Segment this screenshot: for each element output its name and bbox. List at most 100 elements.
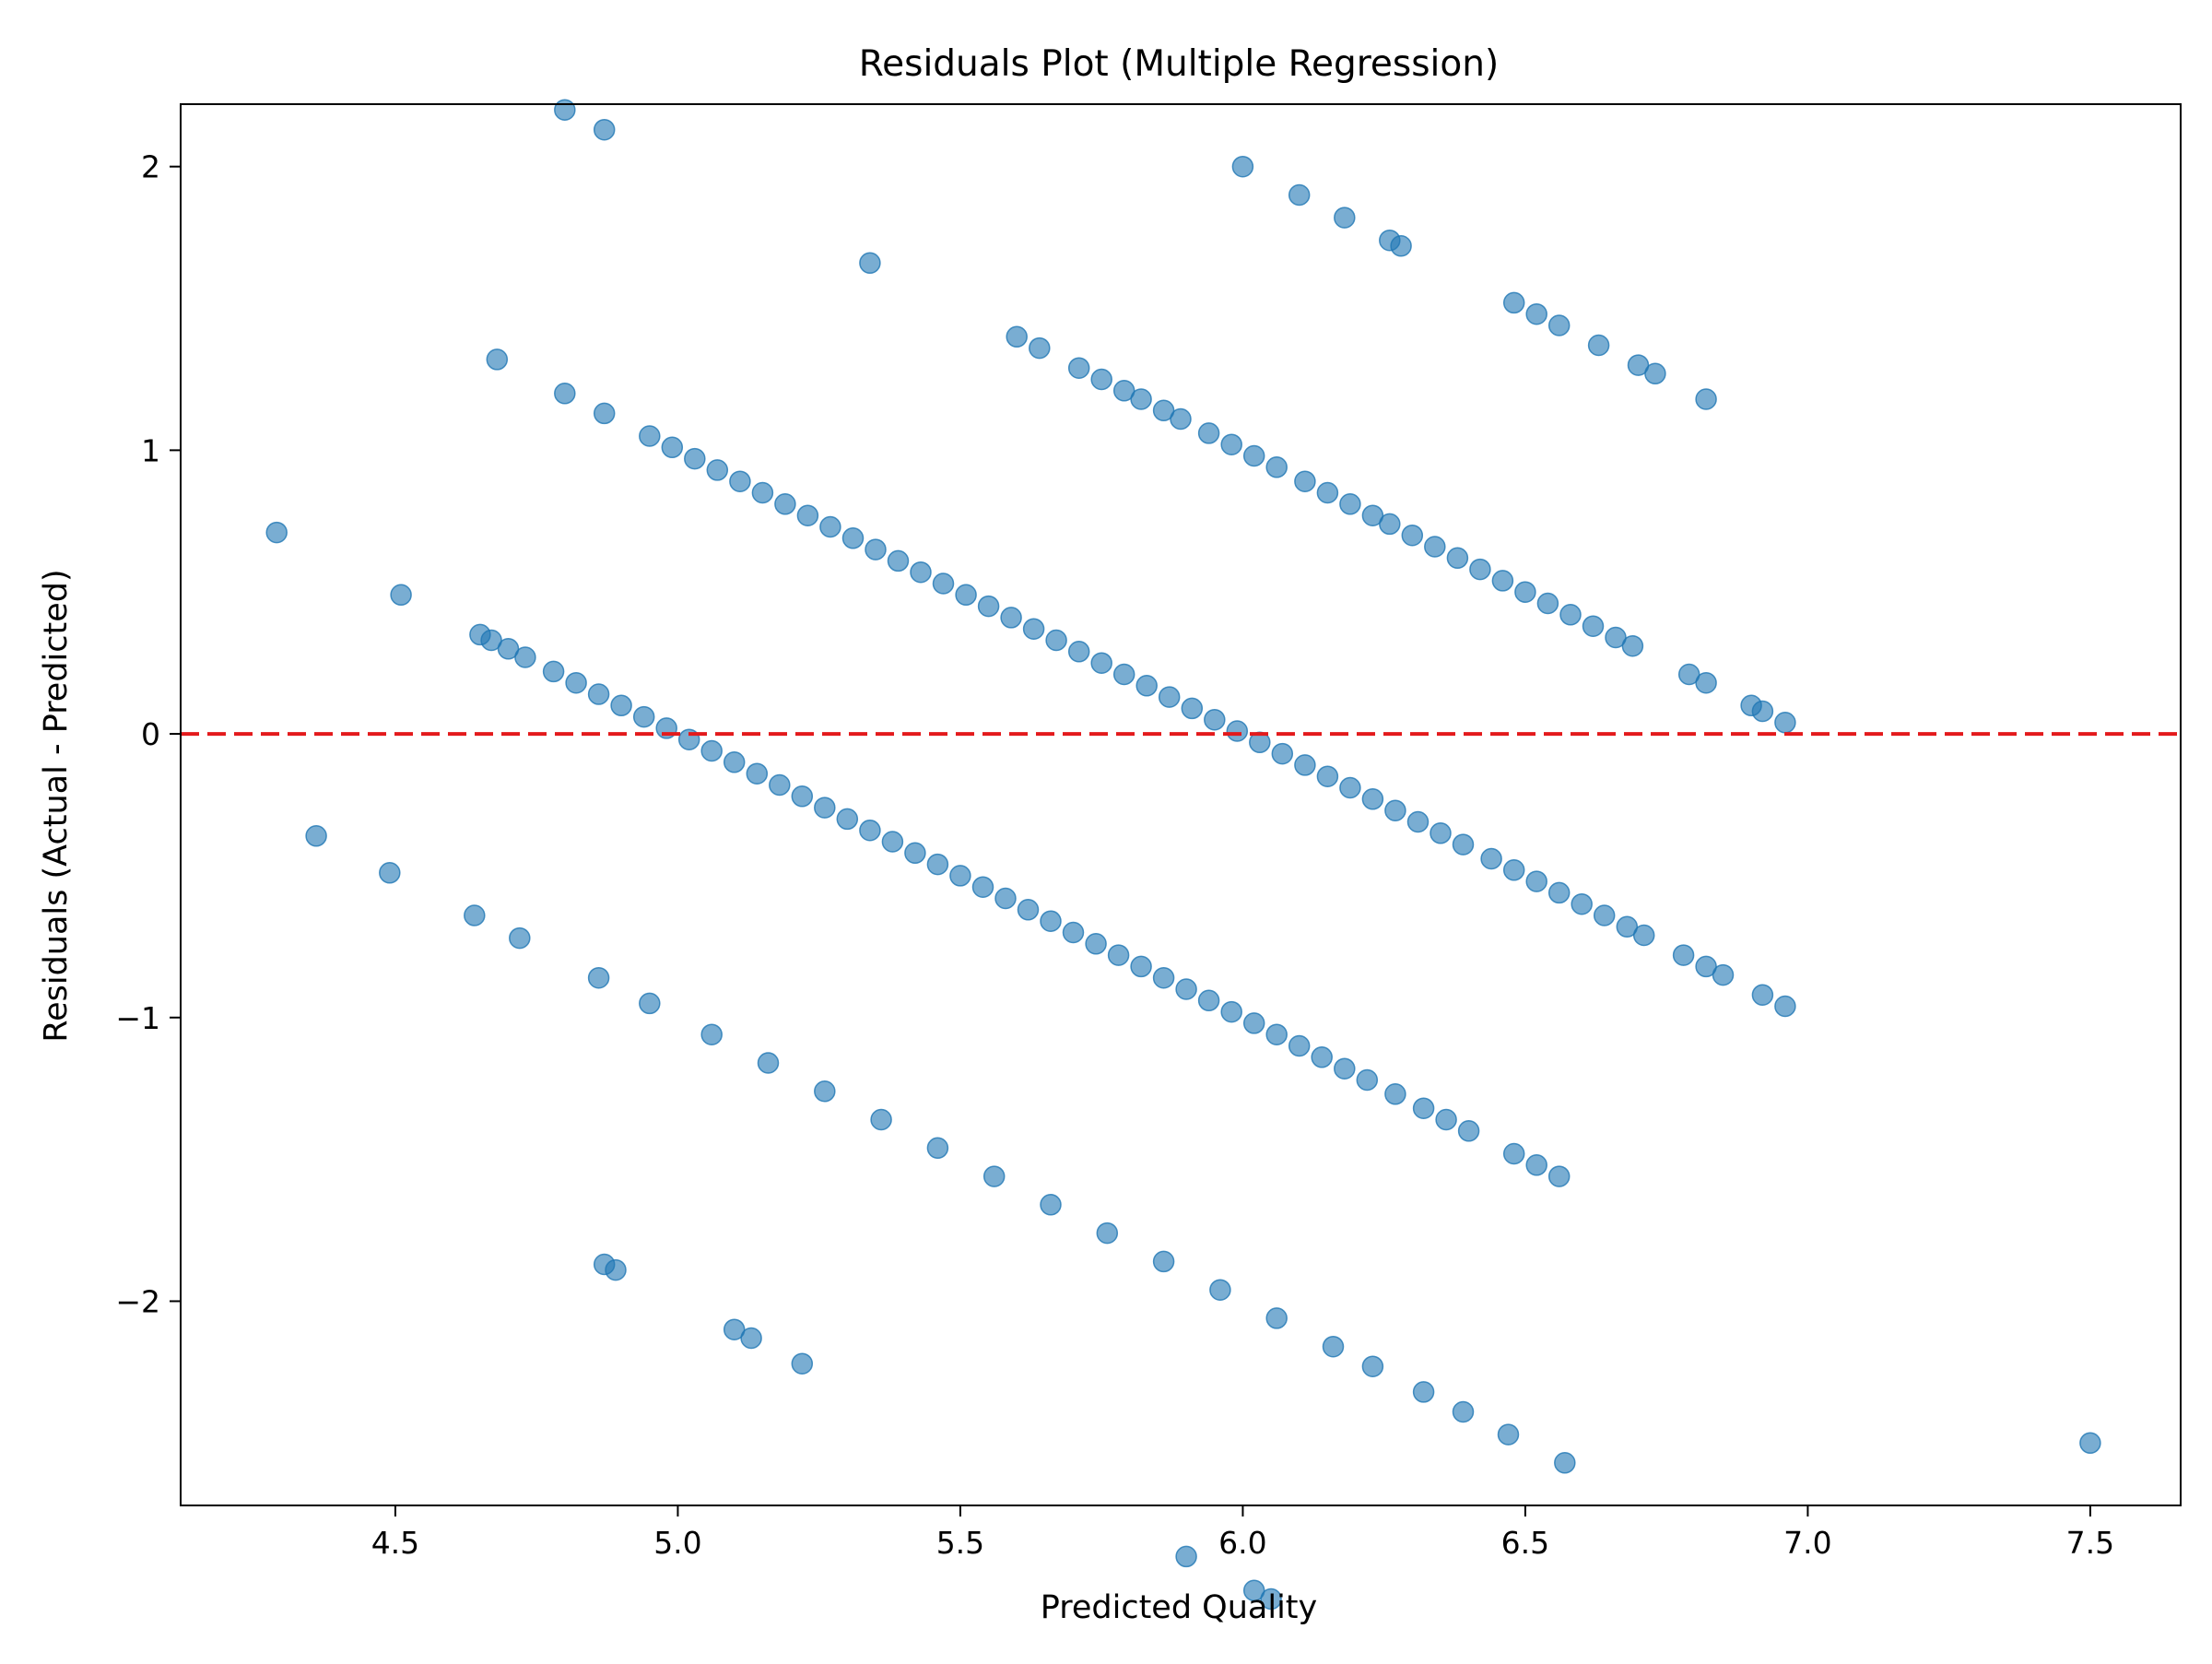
data-point — [1379, 513, 1401, 536]
data-point — [542, 660, 565, 683]
data-point — [480, 629, 502, 652]
data-point — [1339, 776, 1361, 799]
data-point — [1412, 1097, 1435, 1119]
scatter-points — [265, 99, 2101, 1611]
data-point — [1231, 155, 1254, 178]
x-tick-label: 5.5 — [936, 1525, 984, 1561]
data-point — [1322, 1335, 1345, 1358]
data-point — [464, 904, 486, 926]
chart-title: Residuals Plot (Multiple Regression) — [859, 43, 1499, 85]
data-point — [1096, 1221, 1119, 1245]
data-point — [819, 515, 841, 538]
data-point — [1175, 1545, 1197, 1568]
data-point — [1220, 1000, 1242, 1023]
data-point — [881, 831, 904, 853]
data-point — [1384, 799, 1406, 821]
data-point — [1502, 1142, 1525, 1165]
data-point — [757, 1052, 780, 1074]
data-point — [1090, 652, 1112, 674]
data-point — [1672, 944, 1695, 966]
y-tick-label: 1 — [141, 432, 160, 468]
data-point — [977, 595, 1000, 618]
data-point — [1571, 892, 1593, 915]
data-point — [1547, 1165, 1571, 1187]
data-point — [1334, 1057, 1356, 1080]
data-point — [994, 887, 1017, 910]
data-point — [814, 1080, 836, 1103]
x-axis-label: Predicted Quality — [1041, 1589, 1318, 1626]
data-point — [1152, 399, 1175, 422]
data-point — [265, 521, 288, 544]
data-point — [1632, 924, 1655, 947]
data-point — [1384, 1083, 1406, 1105]
data-point — [751, 481, 774, 504]
data-point — [610, 694, 632, 717]
data-point — [1361, 504, 1384, 526]
data-point — [1135, 675, 1158, 697]
data-point — [774, 493, 796, 515]
data-point — [565, 671, 587, 694]
data-point — [1446, 547, 1469, 570]
data-point — [1469, 558, 1491, 581]
data-point — [1774, 712, 1796, 734]
data-point — [1480, 847, 1502, 870]
data-point — [1006, 325, 1028, 348]
data-point — [1209, 1279, 1231, 1301]
data-point — [1017, 899, 1040, 921]
data-point — [769, 773, 791, 797]
data-point — [1316, 765, 1339, 787]
data-point — [1502, 859, 1525, 881]
data-point — [661, 436, 684, 459]
data-point — [1226, 720, 1249, 742]
x-tick-label: 7.0 — [1783, 1525, 1831, 1561]
data-point — [1452, 833, 1475, 856]
data-point — [1288, 183, 1311, 207]
x-tick-label: 4.5 — [371, 1525, 419, 1561]
data-point — [926, 1137, 949, 1160]
data-point — [587, 966, 610, 989]
data-point — [1502, 291, 1525, 314]
data-point — [2079, 1432, 2101, 1455]
data-point — [1695, 955, 1717, 978]
data-point — [1435, 1108, 1457, 1131]
data-point — [554, 99, 576, 121]
data-point — [1107, 944, 1130, 966]
x-tick-label: 7.5 — [2066, 1525, 2114, 1561]
data-point — [870, 1108, 892, 1131]
data-point — [1334, 207, 1356, 229]
data-point — [1242, 444, 1265, 467]
data-point — [1158, 686, 1181, 708]
data-point — [1067, 641, 1090, 663]
data-point — [1294, 754, 1316, 776]
data-point — [509, 926, 531, 950]
x-axis-ticks: 4.5 5.0 5.5 6.0 6.5 7.0 7.5 — [371, 1505, 2114, 1561]
data-point — [982, 1165, 1006, 1187]
data-point — [1751, 700, 1774, 723]
data-point — [859, 252, 881, 275]
data-point — [1514, 581, 1536, 603]
data-point — [796, 504, 819, 526]
data-point — [729, 470, 751, 492]
data-point — [593, 402, 616, 425]
data-point — [514, 646, 536, 668]
data-point — [1311, 1046, 1333, 1068]
data-point — [841, 527, 865, 549]
data-point — [1175, 978, 1197, 1000]
data-point — [1085, 933, 1107, 955]
data-point — [593, 118, 616, 141]
data-point — [1593, 904, 1616, 926]
data-point — [1605, 626, 1627, 649]
data-point — [1547, 881, 1571, 904]
data-point — [1040, 910, 1062, 932]
data-point — [723, 1318, 746, 1340]
data-point — [1616, 915, 1639, 938]
data-point — [632, 705, 655, 728]
data-point — [486, 348, 509, 371]
data-point — [497, 638, 520, 660]
data-point — [1361, 1355, 1384, 1377]
data-point — [926, 853, 949, 876]
plot-area-frame — [180, 103, 2182, 1506]
data-point — [932, 572, 955, 595]
data-point — [1130, 955, 1152, 978]
data-point — [1559, 604, 1582, 626]
